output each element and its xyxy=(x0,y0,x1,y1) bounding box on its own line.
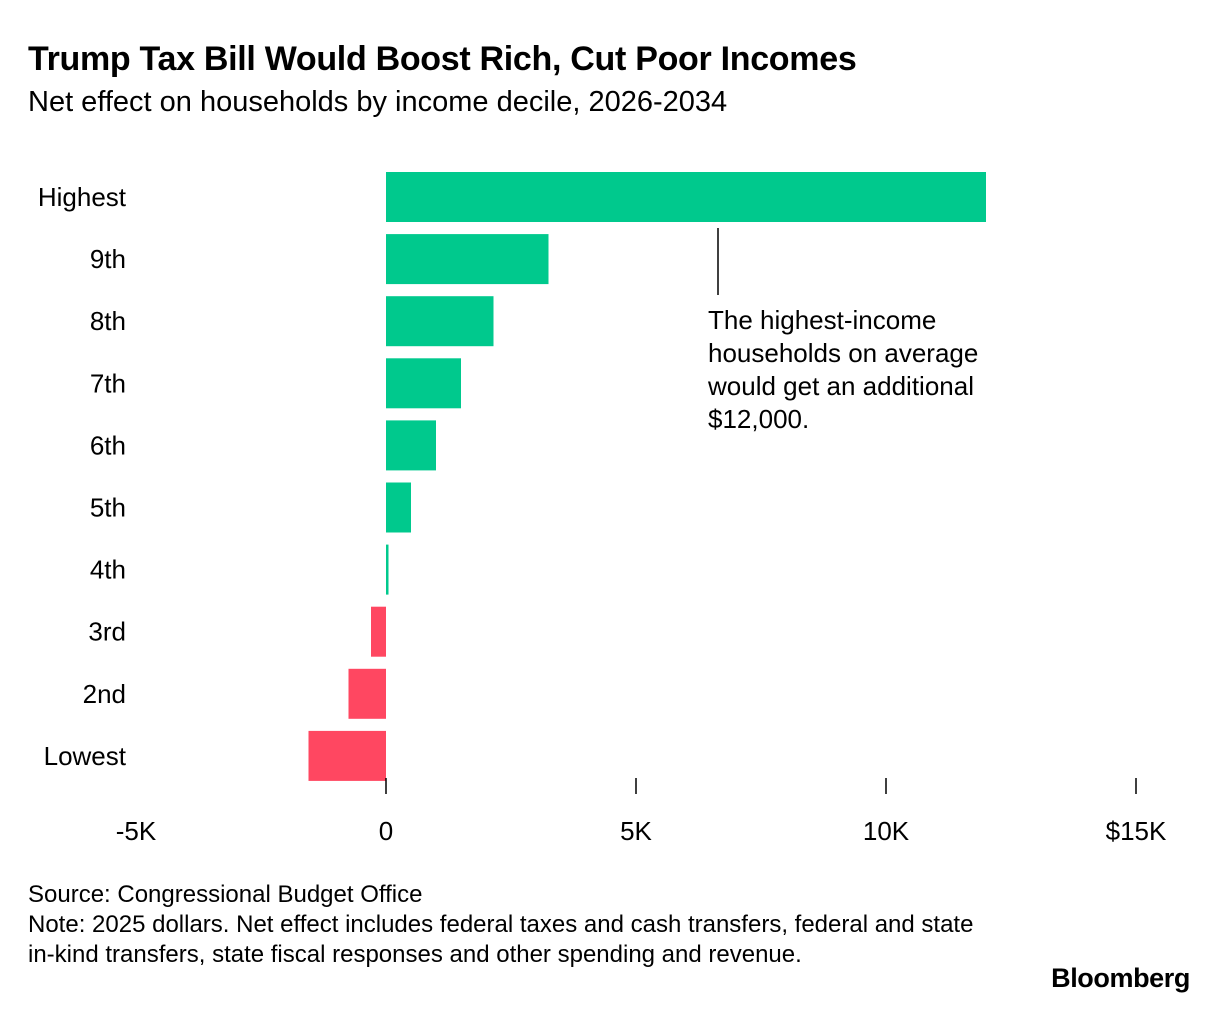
x-tick-label: 10K xyxy=(863,816,910,846)
footer: Source: Congressional Budget Office Note… xyxy=(28,880,988,970)
x-tick-label: -5K xyxy=(116,816,157,846)
bar xyxy=(386,172,986,222)
category-label: 7th xyxy=(90,368,126,398)
bar xyxy=(386,420,436,471)
category-label: 3rd xyxy=(88,617,126,647)
category-label: 4th xyxy=(90,555,126,585)
bar xyxy=(348,668,386,719)
category-label: 5th xyxy=(90,493,126,523)
bloomberg-logo: Bloomberg xyxy=(1051,963,1190,993)
bar xyxy=(386,234,549,285)
x-tick-label: 0 xyxy=(379,816,393,846)
bar xyxy=(371,606,386,657)
category-label: Lowest xyxy=(44,741,127,771)
category-label: 9th xyxy=(90,244,126,274)
category-label: 8th xyxy=(90,306,126,336)
source-text: Source: Congressional Budget Office xyxy=(28,881,423,908)
bar xyxy=(386,358,461,409)
bar xyxy=(308,730,386,781)
bars xyxy=(308,172,986,781)
chart-title: Trump Tax Bill Would Boost Rich, Cut Poo… xyxy=(28,40,857,78)
category-label: Highest xyxy=(38,182,127,212)
bar xyxy=(386,544,389,595)
note-text: Note: 2025 dollars. Net effect includes … xyxy=(28,911,974,968)
category-label: 6th xyxy=(90,430,126,460)
category-label: 2nd xyxy=(83,679,126,709)
bar-chart: Highest 9th 8th 7th 6th 5th 4th 3rd 2nd Lowest -5… xyxy=(38,172,1167,846)
bar xyxy=(386,482,411,533)
annotation-text: The highest-income households on average… xyxy=(708,305,979,434)
category-labels: Highest 9th 8th 7th 6th 5th 4th 3rd 2nd Lowest xyxy=(38,182,127,771)
x-tick-label: 5K xyxy=(620,816,652,846)
x-tick-label: $15K xyxy=(1106,816,1167,846)
bar xyxy=(386,296,494,347)
x-axis: -5K 0 5K 10K $15K xyxy=(116,778,1167,846)
chart-subtitle: Net effect on households by income decil… xyxy=(28,86,728,118)
